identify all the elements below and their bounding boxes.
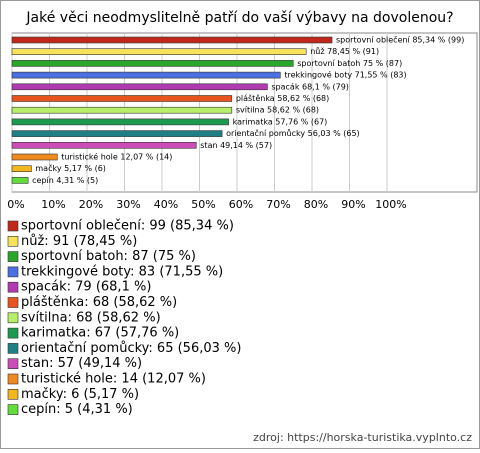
value-label: pláštěnka 58,62 % (68) [236,93,329,103]
legend-label: sportovní oblečení: 99 (85,34 %) [21,219,234,234]
legend-swatch [7,343,19,354]
legend-label: spacák: 79 (68,1 %) [21,280,151,295]
legend-label: turistické hole: 14 (12,07 %) [21,372,206,387]
legend-label: orientační pomůcky: 65 (56,03 %) [21,341,241,356]
value-label: nůž 78,45 % (91) [310,46,379,56]
bar [11,177,29,184]
bar [11,142,197,149]
source: zdroj: https://horska-turistika.vyplnto.… [253,431,472,444]
legend-swatch [7,236,19,247]
legend-swatch [7,266,19,278]
legend-swatch [7,358,19,370]
legend-label: karimatka: 67 (57,76 %) [21,326,179,341]
x-tick-label: 80% [304,198,328,211]
x-tick-label: 30% [116,198,140,211]
legend-label: nůž: 91 (78,45 %) [21,234,137,249]
x-tick-label: 10% [41,198,65,211]
legend-swatch [7,220,19,232]
bar [11,71,281,79]
value-label: stan 49,14 % (57) [200,141,272,150]
value-label: sportovní batoh 75 % (87) [297,59,402,68]
legend-swatch [7,281,19,293]
value-label: trekkingové boty 71,55 % (83) [284,70,406,80]
bar [11,130,223,137]
legend-swatch [7,297,19,308]
legend-swatch [7,251,19,262]
bar [11,48,307,56]
legend-swatch [7,373,19,385]
legend-label: svítilna: 68 (58,62 %) [21,310,161,325]
bar [11,106,233,114]
chart-title: Jaké věci neodmyslitelně patří do vaší v… [25,10,453,26]
legend-swatch [7,404,19,415]
value-label: mačky 5,17 % (6) [35,163,106,173]
x-tick-label: 20% [79,198,103,211]
bar [11,36,333,44]
legend-label: pláštěnka: 68 (58,62 %) [21,295,177,310]
value-label: orientační pomůcky 56,03 % (65) [226,128,360,138]
x-tick-label: 70% [266,198,290,211]
value-label: sportovní oblečení 85,34 % (99) [336,35,464,45]
x-tick-label: 90% [341,198,365,211]
x-tick-label: 100% [375,198,406,211]
x-tick-label: 50% [191,198,215,211]
value-label: spacák 68,1 % (79) [271,82,349,91]
value-label: turistické hole 12,07 % (14) [61,152,172,162]
bar [11,60,294,67]
x-tick-label: 0% [7,198,24,211]
bar [11,153,58,161]
bar [11,118,229,126]
legend-swatch [7,312,19,324]
legend-swatch [7,327,19,339]
legend-label: sportovní batoh: 87 (75 %) [21,249,196,264]
bar [11,95,233,102]
bar [11,83,268,91]
legend-label: stan: 57 (49,14 %) [21,356,142,371]
value-label: svítilna 58,62 % (68) [236,106,319,115]
bar [11,165,32,172]
legend-label: mačky: 6 (5,17 %) [21,387,139,402]
legend-label: cepín: 5 (4,31 %) [21,402,133,417]
value-label: cepín 4,31 % (5) [32,176,98,185]
x-tick-label: 40% [154,198,178,211]
x-tick-label: 60% [229,198,253,211]
legend-swatch [7,388,19,400]
legend-label: trekkingové boty: 83 (71,55 %) [21,264,223,279]
value-label: karimatka 57,76 % (67) [233,117,328,126]
